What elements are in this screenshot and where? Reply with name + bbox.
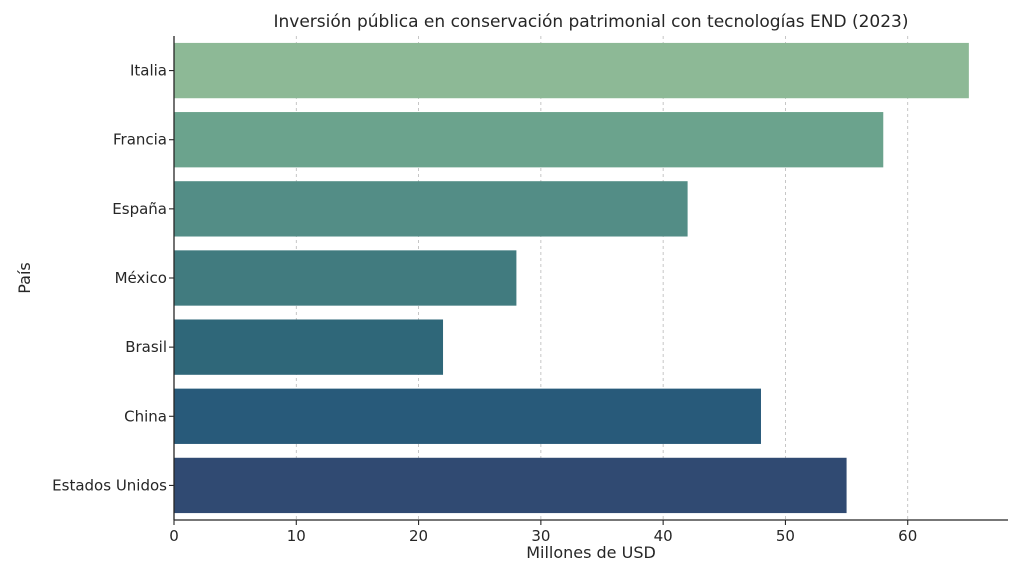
- bars: [174, 42, 969, 514]
- x-tick-label: 60: [898, 527, 917, 545]
- x-tick-label: 20: [409, 527, 428, 545]
- y-tick-label: China: [124, 407, 167, 425]
- y-tick-label: Francia: [113, 131, 167, 149]
- bar: [174, 42, 969, 99]
- bar: [174, 319, 444, 375]
- bar: [174, 181, 688, 237]
- bar: [174, 388, 761, 444]
- x-axis-label: Millones de USD: [526, 543, 656, 562]
- y-tick-label: Italia: [130, 62, 167, 80]
- bar: [174, 112, 884, 168]
- y-axis-ticks: Italia Francia España México Brasil China Esta…: [52, 62, 174, 494]
- chart-title: Inversión pública en conservación patrim…: [274, 12, 909, 32]
- x-axis-ticks: 0 10 20 30 40 50 60: [169, 520, 917, 545]
- bar: [174, 250, 517, 306]
- x-tick-label: 30: [531, 527, 550, 545]
- x-tick-label: 40: [654, 527, 673, 545]
- y-tick-label: Brasil: [125, 338, 167, 356]
- y-axis-label: País: [15, 262, 34, 294]
- x-tick-label: 10: [287, 527, 306, 545]
- x-tick-label: 50: [776, 527, 795, 545]
- y-tick-label: México: [115, 269, 167, 287]
- x-tick-label: 0: [169, 527, 179, 545]
- y-tick-label: España: [112, 200, 167, 218]
- y-tick-label: Estados Unidos: [52, 476, 167, 494]
- bar: [174, 457, 847, 514]
